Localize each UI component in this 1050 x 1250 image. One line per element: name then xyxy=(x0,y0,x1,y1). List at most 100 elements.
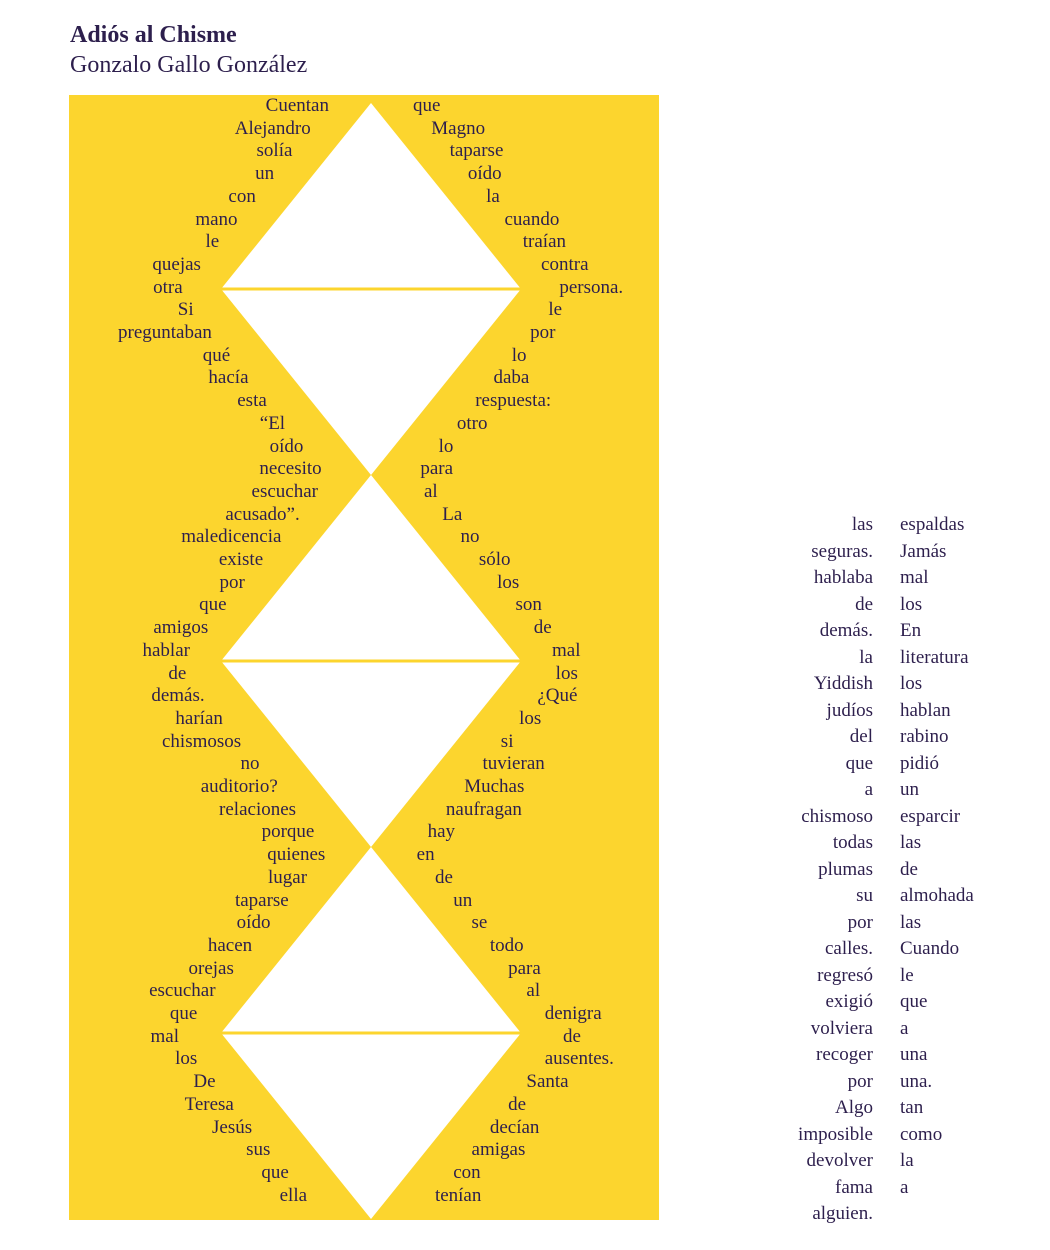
poem-word-left: qué xyxy=(202,344,231,366)
poem-word-left: De xyxy=(193,1071,216,1093)
poem-word-left: maledicencia xyxy=(181,526,282,548)
poem-word-right: los xyxy=(519,707,542,729)
poem-word-left: sus xyxy=(246,1139,271,1161)
poem-word-right: que xyxy=(413,95,441,116)
poem-word-left: quienes xyxy=(267,844,326,866)
poem-word-left: demás. xyxy=(151,685,205,707)
poem-word-right: se xyxy=(471,912,488,934)
side-word-right-aligned: recoger xyxy=(816,1044,873,1065)
poem-word-left: chismosos xyxy=(162,730,242,752)
poem-word-left: auditorio? xyxy=(200,776,278,797)
side-word-right-aligned: la xyxy=(859,646,873,668)
poem-word-left: acusado”. xyxy=(225,503,300,525)
side-word-left-aligned: hablan xyxy=(900,699,951,721)
poem-word-left: hacía xyxy=(208,367,249,389)
side-word-left-aligned: los xyxy=(900,673,923,694)
side-word-left-aligned: almohada xyxy=(900,885,974,906)
side-word-left-aligned: una xyxy=(900,1044,928,1065)
poem-word-right: lo xyxy=(438,435,454,457)
poem-word-right: denigra xyxy=(544,1003,602,1024)
poem-word-right: al xyxy=(526,980,541,1002)
poem-word-left: Alejandro xyxy=(234,117,311,139)
poem-word-left: le xyxy=(205,231,220,253)
poem-word-left: un xyxy=(255,163,275,185)
poem-word-right: traían xyxy=(522,231,567,253)
poem-word-left: mano xyxy=(195,208,238,230)
poem-word-right: con xyxy=(453,1161,481,1183)
poem-word-right: si xyxy=(500,730,514,752)
poem-word-left: porque xyxy=(261,821,315,843)
poem-word-right: sólo xyxy=(478,549,511,570)
poem-word-right: por xyxy=(530,322,556,343)
poem-word-right: son xyxy=(515,594,542,616)
poem-word-right: en xyxy=(416,844,435,866)
side-word-left-aligned: de xyxy=(900,858,918,880)
side-word-left-aligned: un xyxy=(900,779,919,800)
poem-word-right: respuesta: xyxy=(475,390,552,412)
poem-word-right: persona. xyxy=(559,276,624,298)
poem-word-left: que xyxy=(169,1003,198,1024)
poem-word-right: Magno xyxy=(431,117,486,139)
poem-word-right: los xyxy=(497,571,520,593)
side-word-left-aligned: esparcir xyxy=(900,805,961,827)
poem-word-right: Santa xyxy=(526,1071,569,1093)
poem-word-left: con xyxy=(228,185,256,207)
side-word-left-aligned: como xyxy=(900,1123,943,1145)
side-text-right-aligned: las seguras. hablaba de demás. la Yiddish judío… xyxy=(767,512,873,1228)
side-word-left-aligned: Jamás xyxy=(900,540,947,562)
side-word-right-aligned: regresó xyxy=(817,964,873,986)
poem-word-left: lugar xyxy=(268,866,308,888)
poem-word-left: Teresa xyxy=(184,1093,234,1115)
side-word-right-aligned: las xyxy=(851,514,873,535)
poem-word-right: de xyxy=(508,1093,527,1115)
poem-word-left: no xyxy=(240,753,260,775)
poem-word-left: Jesús xyxy=(212,1116,253,1138)
side-word-left-aligned: a xyxy=(900,1017,909,1039)
side-word-left-aligned: tan xyxy=(900,1097,924,1118)
side-word-right-aligned: Algo xyxy=(835,1097,873,1118)
poem-word-right: ¿Qué xyxy=(537,685,578,707)
poem-word-left: hablar xyxy=(142,639,190,661)
poem-word-right: Muchas xyxy=(464,776,525,797)
poem-word-right: de xyxy=(533,617,552,639)
poem-word-right: otro xyxy=(456,412,488,434)
poem-word-left: taparse xyxy=(234,889,289,911)
poem-panel: Cuentan Alejandro solía un con mano le quejas ot… xyxy=(69,95,659,1220)
poem-word-right: la xyxy=(486,185,500,207)
side-word-right-aligned: hablaba xyxy=(813,567,873,588)
poem-word-left: de xyxy=(168,662,187,684)
side-word-left-aligned: las xyxy=(900,911,922,933)
poem-word-left: mal xyxy=(150,1025,180,1047)
side-word-right-aligned: volviera xyxy=(810,1017,873,1039)
poem-word-right: un xyxy=(453,889,473,911)
poem-word-right: amigas xyxy=(471,1139,526,1161)
poem-word-right: oído xyxy=(467,163,502,185)
poem-word-left: escuchar xyxy=(149,980,216,1002)
side-word-left-aligned: le xyxy=(900,964,914,986)
poem-word-left: esta xyxy=(237,390,267,412)
side-word-right-aligned: judíos xyxy=(826,699,873,721)
side-word-right-aligned: que xyxy=(845,752,873,774)
side-word-right-aligned: alguien. xyxy=(812,1203,873,1224)
side-word-right-aligned: fama xyxy=(835,1176,873,1198)
poem-author: Gonzalo Gallo González xyxy=(70,52,308,78)
poem-word-left: necesito xyxy=(259,458,322,480)
side-word-right-aligned: a xyxy=(864,779,873,800)
side-word-right-aligned: su xyxy=(856,885,873,906)
side-word-left-aligned: que xyxy=(900,991,928,1012)
poem-word-left: que xyxy=(261,1161,289,1183)
poem-word-right: tuvieran xyxy=(482,753,545,775)
side-word-right-aligned: del xyxy=(849,726,873,747)
side-word-right-aligned: plumas xyxy=(818,858,873,880)
poem-word-left: “El xyxy=(259,412,286,434)
side-word-left-aligned: mal xyxy=(900,567,929,588)
side-word-right-aligned: calles. xyxy=(824,938,873,959)
poem-word-right: no xyxy=(460,526,480,548)
side-word-left-aligned: espaldas xyxy=(900,514,965,535)
poem-word-left: solía xyxy=(256,140,293,162)
poem-word-right: de xyxy=(434,866,453,888)
poem-word-left: oído xyxy=(236,912,271,934)
poem-word-right: hay xyxy=(427,821,456,843)
side-word-right-aligned: de xyxy=(855,593,873,615)
poem-word-right: para xyxy=(508,957,541,979)
